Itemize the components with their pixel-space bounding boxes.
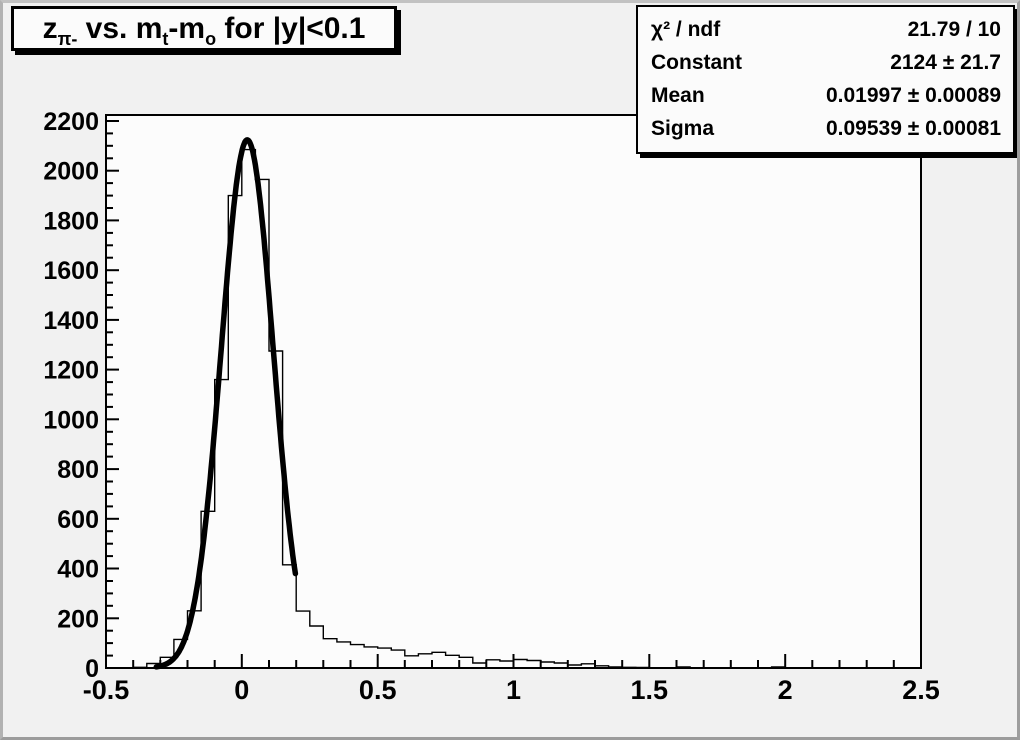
title-seg: for |y|<0.1	[216, 11, 366, 45]
svg-text:1400: 1400	[43, 307, 99, 335]
svg-text:1.5: 1.5	[631, 675, 669, 705]
svg-text:0: 0	[85, 655, 99, 683]
gaussian-fit-curve	[153, 137, 299, 670]
stats-row-chi2: χ² / ndf 21.79 / 10	[651, 18, 1001, 42]
stats-label-mean: Mean	[651, 84, 705, 108]
svg-text:2000: 2000	[43, 158, 99, 186]
svg-text:1600: 1600	[43, 257, 99, 285]
histogram-step-line	[106, 148, 921, 669]
stats-value-constant: 2124 ± 21.7	[890, 50, 1001, 74]
stats-row-sigma: Sigma 0.09539 ± 0.00081	[651, 117, 1001, 141]
svg-text:0.5: 0.5	[359, 675, 397, 705]
title-seg: vs. m	[77, 11, 163, 45]
histogram-title-text: zπ- vs. mt-mo for |y|<0.1	[42, 11, 366, 49]
title-sub-t: t	[162, 28, 169, 49]
svg-text:0: 0	[234, 675, 249, 705]
svg-text:1000: 1000	[43, 406, 99, 434]
stats-value-chi2: 21.79 / 10	[907, 17, 1001, 41]
stats-label-sigma: Sigma	[651, 117, 715, 141]
title-sub-o: o	[205, 28, 217, 49]
svg-text:1200: 1200	[43, 357, 99, 385]
histogram-title-box: zπ- vs. mt-mo for |y|<0.1	[11, 6, 397, 51]
svg-text:2: 2	[778, 675, 793, 705]
stats-value-sigma: 0.09539 ± 0.00081	[825, 117, 1001, 141]
stats-label-chi2: χ² / ndf	[651, 17, 721, 41]
title-seg: -m	[168, 11, 206, 45]
title-sub-pi-minus: π-	[57, 28, 78, 49]
svg-text:2200: 2200	[43, 108, 99, 136]
svg-text:200: 200	[57, 605, 99, 633]
x-axis-labels: -0.5 0 0.5 1 1.5 2 2.5	[83, 675, 940, 705]
stats-row-mean: Mean 0.01997 ± 0.00089	[651, 84, 1001, 108]
svg-text:1800: 1800	[43, 207, 99, 235]
plot-frame	[105, 114, 922, 669]
svg-text:800: 800	[57, 456, 99, 484]
title-seg: z	[42, 11, 58, 45]
fit-stats-panel: χ² / ndf 21.79 / 10 Constant 2124 ± 21.7…	[636, 5, 1015, 154]
svg-text:-0.5: -0.5	[83, 675, 130, 705]
svg-text:1: 1	[506, 675, 521, 705]
stats-value-mean: 0.01997 ± 0.00089	[825, 84, 1001, 108]
svg-text:600: 600	[57, 506, 99, 534]
y-axis-labels: 0 200 400 600 800 1000 1200 1400 1600 1800 2000 220…	[43, 108, 99, 683]
svg-text:2.5: 2.5	[902, 675, 940, 705]
stats-label-constant: Constant	[651, 50, 742, 74]
svg-text:400: 400	[57, 556, 99, 584]
histogram-plot: 0 200 400 600 800 1000 1200 1400 1600 1800 2000 220…	[43, 108, 940, 705]
stats-row-constant: Constant 2124 ± 21.7	[651, 51, 1001, 75]
